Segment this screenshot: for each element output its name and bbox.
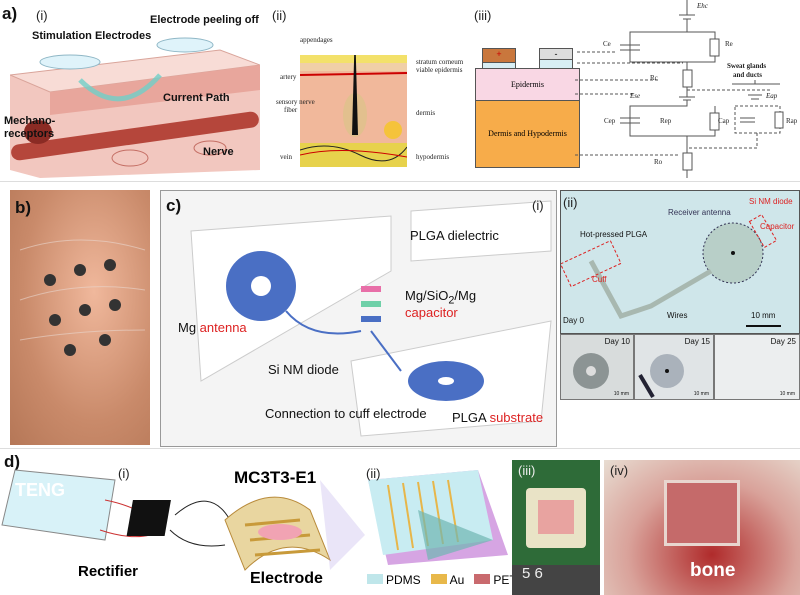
ruler-label: 5 6 — [512, 565, 600, 595]
plga-dielectric-label: PLGA dielectric — [410, 228, 499, 243]
ce-label: Ce — [603, 40, 611, 48]
layered-electrode-illustration — [368, 470, 508, 565]
day10-photo: Day 10 10 mm — [560, 334, 634, 400]
day25-scale: 10 mm — [779, 391, 795, 397]
sweat-glands-label: Sweat glands — [727, 62, 767, 70]
day15-photo: Day 15 10 mm — [634, 334, 714, 400]
receptors-label: receptors — [4, 128, 55, 140]
ehc-label: Ehc — [697, 2, 708, 10]
day15-scale: 10 mm — [693, 391, 709, 397]
rap-label: Rap — [786, 117, 798, 125]
dermis-block: Dermis and Hypodermis — [475, 100, 580, 168]
cep-label: Cep — [604, 117, 616, 125]
cuff-label: Cuff — [592, 275, 607, 284]
material-legend: PDMS Au PET — [367, 573, 517, 587]
panel-a-label: a) — [2, 4, 18, 23]
panel-c-ii-label: (ii) — [563, 195, 578, 210]
panel-d-iii-label: (iii) — [518, 463, 536, 478]
and-ducts-label: and ducts — [733, 71, 762, 79]
mc3t3-label: MC3T3-E1 — [234, 468, 317, 487]
teng-label: TENG — [15, 480, 66, 500]
rectifier-label: Rectifier — [78, 563, 139, 580]
day10-label: Day 10 — [604, 337, 630, 346]
eap-label: Eap — [766, 92, 778, 100]
panel-a-i-label: (i) — [36, 8, 48, 23]
sensory-nerve-label: sensory nerve — [276, 98, 315, 106]
mg-antenna-label: Mg antenna — [178, 320, 247, 335]
panel-d-iv-label: (iv) — [610, 463, 629, 478]
panel-c-i-label: (i) — [532, 198, 544, 213]
artery-label: artery — [280, 73, 297, 81]
bone-label: bone — [690, 560, 736, 581]
panel-a-iii-label: (iii) — [474, 8, 492, 23]
stimulation-electrodes-label: Stimulation Electrodes — [32, 30, 152, 42]
hypodermis-label: hypodermis — [416, 153, 450, 161]
day10-scale: 10 mm — [613, 391, 629, 397]
capacitor-photo-label: Capacitor — [760, 222, 795, 231]
equivalent-circuit-diagram — [575, 0, 784, 178]
finger-photo — [10, 190, 150, 445]
receiver-antenna-label: Receiver antenna — [668, 208, 731, 217]
day0-scale-label: 10 mm — [751, 311, 776, 320]
day15-label: Day 15 — [684, 337, 710, 346]
rc-label: Rc — [650, 74, 658, 82]
day0-photo — [559, 190, 800, 334]
day0-label: Day 0 — [563, 316, 584, 325]
re-label: Re — [725, 40, 733, 48]
legend-pdms: PDMS — [367, 573, 421, 587]
legend-au: Au — [430, 573, 464, 587]
implant-photo-iv — [604, 460, 800, 595]
plga-substrate-label: PLGA substrate — [452, 410, 544, 425]
capacitor-material-label: Mg/SiO2/Mg — [405, 288, 477, 307]
panel-d-label: d) — [4, 452, 21, 471]
electrode-peeling-label: Electrode peeling off — [150, 14, 259, 26]
skin-layers-illustration — [300, 55, 407, 167]
cap-label: Cap — [718, 117, 730, 125]
electrode-label: Electrode — [250, 570, 323, 587]
stratum-corneum-label: stratum corneum — [416, 58, 464, 66]
panel-a-ii-label: (ii) — [272, 8, 287, 23]
panel-c-i-frame — [160, 190, 557, 447]
viable-epidermis-label: viable epidermis — [416, 66, 463, 74]
day25-photo: Day 25 10 mm — [714, 334, 800, 400]
ese-label: Ese — [630, 92, 641, 100]
device-photo-iii: 5 6 — [512, 460, 600, 595]
capacitor-label: capacitor — [405, 305, 458, 320]
hot-pressed-plga-label: Hot-pressed PLGA — [580, 230, 648, 239]
skin-electrode-illustration — [10, 37, 260, 178]
panel-d-i-label: (i) — [118, 466, 130, 481]
si-nm-diode-label: Si NM diode — [268, 362, 339, 377]
dermis-label: dermis — [416, 109, 436, 117]
connection-label: Connection to cuff electrode — [265, 406, 427, 421]
fiber-label: fiber — [284, 106, 298, 114]
si-nm-diode-photo-label: Si NM diode — [749, 197, 793, 206]
day25-label: Day 25 — [770, 337, 796, 346]
legend-pet: PET — [474, 573, 517, 587]
nerve-label: Nerve — [203, 146, 234, 158]
vein-label: vein — [280, 153, 293, 161]
rep-label: Rep — [660, 117, 672, 125]
epidermis-block: Epidermis — [475, 68, 580, 101]
appendages-label: appendages — [300, 36, 333, 44]
teng-device-illustration — [1, 469, 365, 571]
panel-d-ii-label: (ii) — [366, 466, 381, 481]
panel-b-label: b) — [15, 198, 32, 217]
mechano-label: Mechano- — [4, 115, 56, 127]
wires-label: Wires — [667, 311, 688, 320]
current-path-label: Current Path — [163, 92, 230, 104]
ro-label: Ro — [654, 158, 663, 166]
panel-c-label: c) — [166, 196, 182, 215]
